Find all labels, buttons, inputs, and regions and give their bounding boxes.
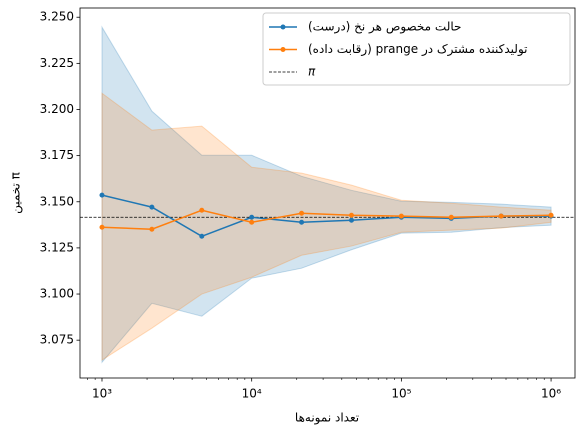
data-point bbox=[249, 219, 255, 225]
legend-marker bbox=[280, 47, 286, 52]
legend-box bbox=[262, 12, 571, 86]
y-tick-label: 3.225 bbox=[40, 56, 74, 70]
data-point bbox=[548, 212, 554, 218]
data-point bbox=[348, 212, 354, 218]
y-tick-label: 3.250 bbox=[40, 10, 74, 24]
y-tick-label: 3.150 bbox=[40, 194, 74, 208]
x-tick-label: 10³ bbox=[92, 387, 112, 401]
legend-marker bbox=[280, 24, 286, 30]
series-line bbox=[101, 209, 552, 231]
x-tick-label: 10⁶ bbox=[541, 387, 561, 401]
plot-frame bbox=[79, 7, 576, 379]
confidence-band bbox=[101, 25, 552, 364]
y-tick-label: 3.075 bbox=[40, 333, 74, 347]
data-point bbox=[249, 214, 255, 220]
x-tick-label: 10⁴ bbox=[242, 387, 262, 401]
data-point bbox=[99, 192, 105, 198]
data-point bbox=[299, 219, 305, 225]
data-point bbox=[498, 213, 504, 219]
data-point bbox=[99, 224, 105, 230]
y-axis-label: تخمین π bbox=[9, 172, 24, 214]
data-point bbox=[398, 213, 404, 219]
x-axis-label: تعداد نمونه‌ها bbox=[295, 411, 359, 426]
y-tick-label: 3.200 bbox=[40, 102, 74, 116]
data-point bbox=[149, 226, 155, 232]
data-point bbox=[199, 207, 205, 213]
confidence-band bbox=[101, 92, 552, 362]
legend-label: تولیدکننده مشترک در prange (رقابت داده) bbox=[308, 42, 528, 57]
data-point bbox=[199, 233, 205, 239]
legend-label: π bbox=[308, 65, 316, 79]
data-point bbox=[299, 210, 305, 216]
y-tick-label: 3.125 bbox=[40, 240, 74, 254]
x-tick-label: 10⁵ bbox=[391, 387, 411, 401]
legend-label: حالت مخصوص هر نخ (درست) bbox=[308, 20, 461, 35]
y-tick-label: 3.100 bbox=[40, 287, 74, 301]
y-tick-label: 3.175 bbox=[40, 148, 74, 162]
data-point bbox=[448, 214, 454, 220]
data-point bbox=[348, 217, 354, 223]
data-point bbox=[149, 204, 155, 210]
